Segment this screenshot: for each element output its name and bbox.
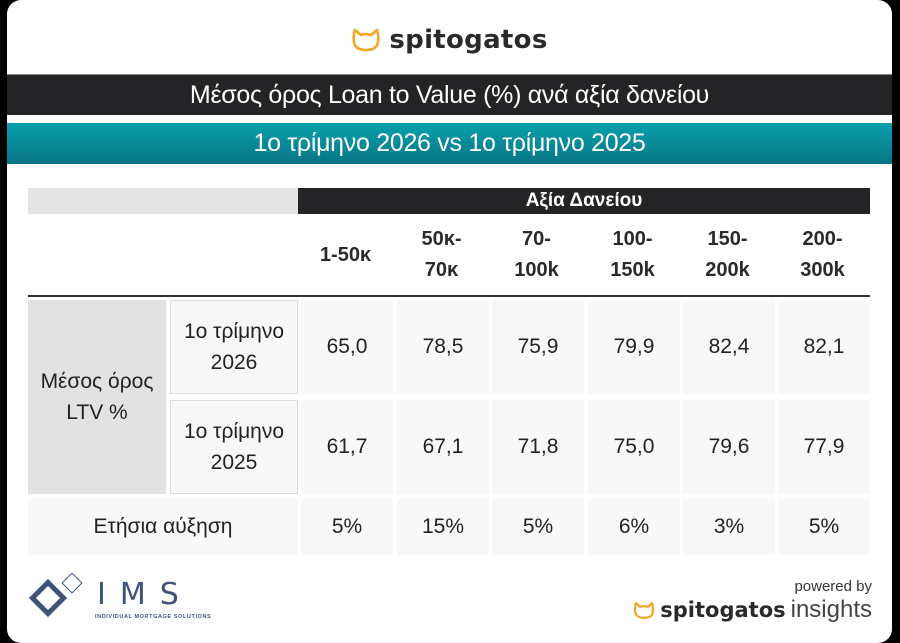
table-cell: 79,6 — [683, 400, 775, 494]
growth-cell: 5% — [492, 499, 584, 555]
ims-logo: IMS INDIVIDUAL MORTGAGE SOLUTIONS — [29, 573, 212, 625]
table-cell: 61,7 — [301, 400, 393, 494]
column-header: 100- 150k — [610, 228, 655, 281]
row-label-2025: 1ο τρίμηνο 2025 — [170, 400, 298, 494]
brand-header: spitogatos — [7, 20, 892, 60]
column-header: 200- 300k — [800, 228, 845, 281]
growth-cell: 15% — [397, 499, 489, 555]
ims-tagline: INDIVIDUAL MORTGAGE SOLUTIONS — [95, 614, 212, 620]
table-cell: 75,9 — [492, 300, 584, 394]
row-group-label: Μέσος όρος LTV % — [28, 300, 166, 494]
growth-cell: 5% — [778, 499, 870, 555]
brand-name: spitogatos — [389, 25, 548, 55]
insights-word: insights — [790, 596, 872, 623]
table-cell: 82,1 — [778, 300, 870, 394]
growth-cell: 3% — [683, 499, 775, 555]
table-cell: 79,9 — [588, 300, 680, 394]
insights-brand: spitogatos insights — [633, 596, 872, 624]
cat-logo-icon — [634, 601, 655, 619]
insights-brand-name: spitogatos — [660, 598, 786, 622]
growth-cell: 5% — [301, 499, 393, 555]
column-header: 150- 200k — [705, 228, 750, 281]
table-cell: 67,1 — [397, 400, 489, 494]
cat-logo-icon — [352, 28, 381, 52]
chart-subtitle: 1ο τρίμηνο 2026 vs 1ο τρίμηνο 2025 — [7, 123, 892, 164]
header-blank — [28, 188, 298, 214]
column-header: 1-50κ — [319, 243, 372, 266]
table-cell: 78,5 — [397, 300, 489, 394]
table-cell: 82,4 — [683, 300, 775, 394]
column-headers: 1-50κ 50κ- 70κ 70- 100k 100- 150k 150- 2… — [298, 214, 870, 296]
column-header: 70- 100k — [514, 228, 559, 281]
powered-by-block: powered by spitogatos insights — [612, 578, 872, 628]
growth-cell: 6% — [588, 499, 680, 555]
loan-value-group-header: Αξία Δανείου — [298, 188, 870, 214]
table-cell: 65,0 — [301, 300, 393, 394]
chart-title: Μέσος όρος Loan to Value (%) ανά αξία δα… — [7, 74, 892, 115]
ims-diamond-icon — [29, 573, 83, 618]
growth-row-label: Ετήσια αύξηση — [28, 499, 298, 555]
ims-letters: IMS — [97, 577, 193, 612]
table-cell: 75,0 — [588, 400, 680, 494]
column-header: 50κ- 70κ — [421, 228, 462, 281]
header-divider — [28, 295, 870, 297]
infographic-card: spitogatos Μέσος όρος Loan to Value (%) … — [7, 0, 892, 643]
header-group-row: Αξία Δανείου — [28, 188, 870, 214]
row-label-2026: 1ο τρίμηνο 2026 — [170, 300, 298, 394]
table-cell: 71,8 — [492, 400, 584, 494]
powered-by-label: powered by — [794, 578, 872, 595]
table-cell: 77,9 — [778, 400, 870, 494]
